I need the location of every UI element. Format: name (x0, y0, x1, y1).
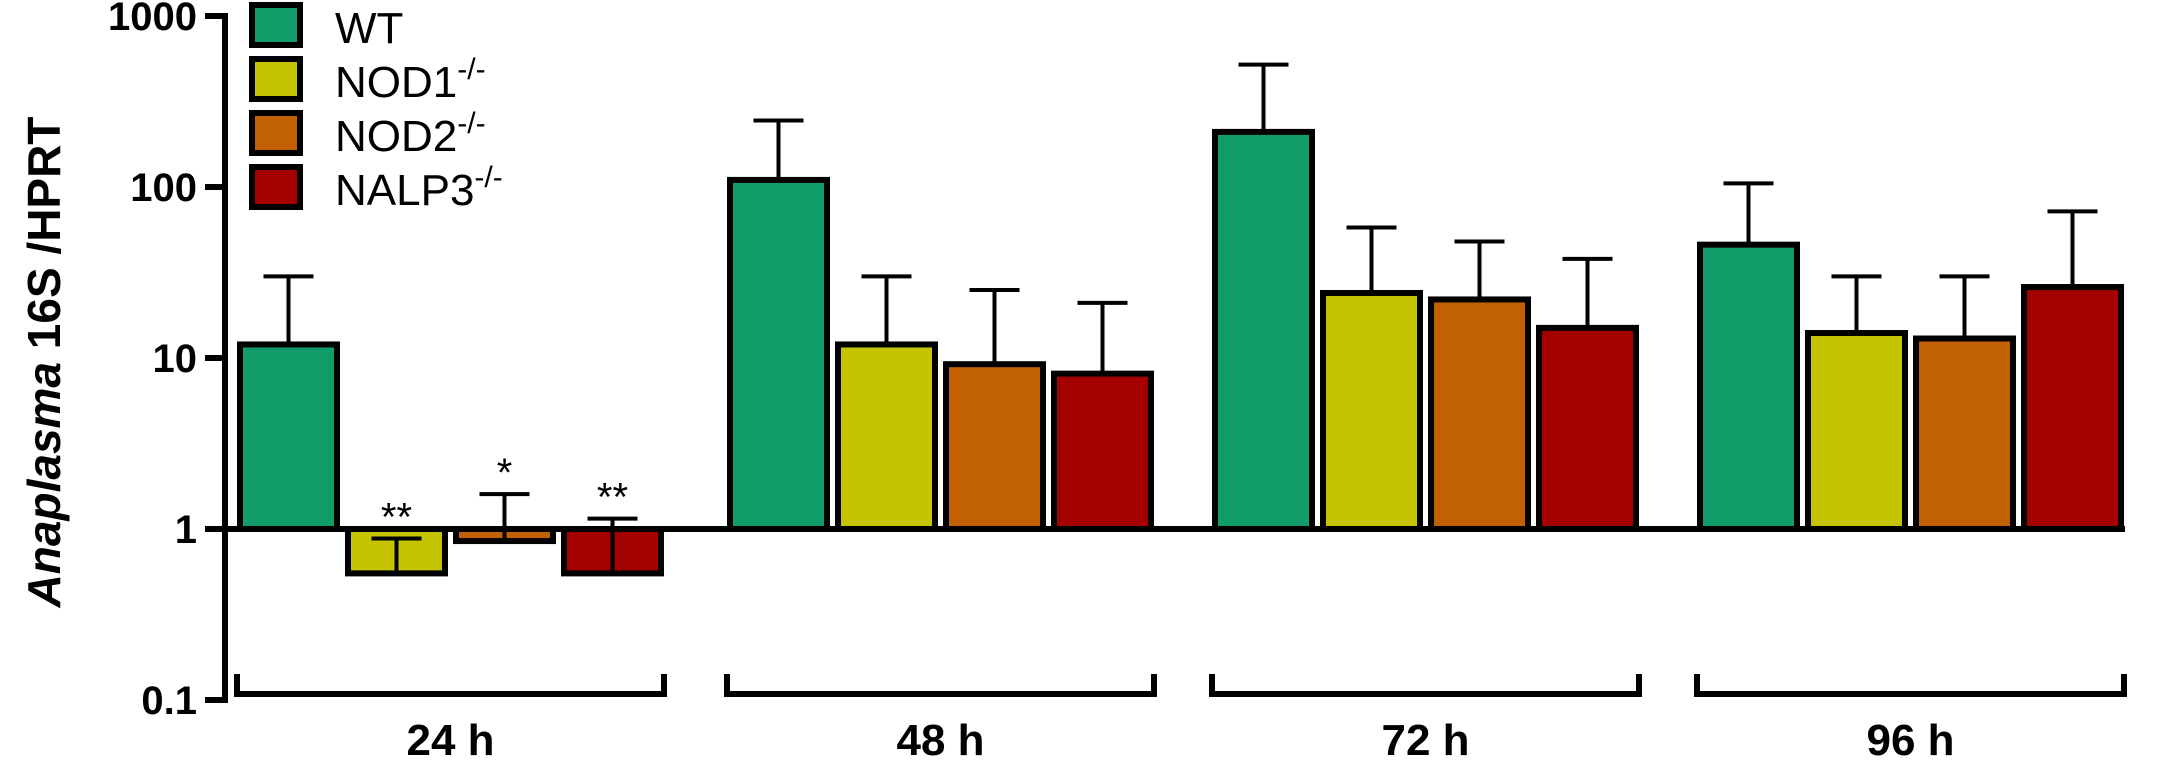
y-axis: 0.1 1 10 100 1000 (108, 0, 228, 723)
x-tick-label: 48 h (896, 716, 984, 765)
legend-label-superscript: -/- (457, 53, 485, 86)
bar (1805, 330, 1908, 533)
bar (2021, 284, 2124, 532)
group-bracket (1694, 674, 2127, 697)
legend-label-superscript: -/- (474, 161, 502, 194)
y-tick-label: 1 (175, 508, 197, 552)
x-tick-label: 96 h (1866, 716, 1954, 765)
y-axis-title-rest: 16S /HPRT (18, 117, 70, 362)
group-brackets: 24 h 48 h 72 h 96 h (234, 674, 2127, 765)
legend-label: NALP3-/- (335, 161, 503, 215)
group-bracket (234, 674, 667, 697)
bar (1428, 296, 1531, 532)
legend-label: NOD2-/- (335, 107, 486, 161)
bar (943, 361, 1046, 533)
bar (835, 341, 938, 533)
x-tick-label: 24 h (406, 716, 494, 765)
bar (1212, 128, 1315, 532)
legend-label: NOD1-/- (335, 53, 486, 107)
legend-label-superscript: -/- (457, 107, 485, 140)
legend-label-name: WT (335, 4, 403, 53)
legend-swatch (249, 56, 303, 102)
y-axis-label: Anaplasma 16S /HPRT (18, 117, 70, 609)
significance-label: * (497, 451, 513, 495)
group-bracket (1209, 674, 1642, 697)
bar (1536, 324, 1639, 532)
x-tick-label: 72 h (1381, 716, 1469, 765)
bar (1320, 289, 1423, 533)
bar (1913, 335, 2016, 532)
legend-swatch (249, 110, 303, 156)
y-tick-label: 0.1 (141, 679, 197, 723)
significance-label: ** (597, 476, 628, 520)
legend-swatch (249, 164, 303, 210)
y-tick-label: 100 (130, 166, 197, 210)
bars: ***** (237, 62, 2124, 577)
y-axis-title: Anaplasma 16S /HPRT (18, 117, 70, 609)
legend-label-name: NALP3 (335, 166, 474, 215)
legend-swatch (249, 2, 303, 48)
y-tick-label: 10 (153, 337, 198, 381)
y-tick-label: 1000 (108, 0, 197, 39)
bar (727, 176, 830, 532)
bar (1697, 241, 1800, 533)
y-axis-title-italic: Anaplasma (18, 362, 70, 608)
legend-label-name: NOD1 (335, 58, 457, 107)
significance-label: ** (381, 495, 412, 539)
legend-label-name: NOD2 (335, 112, 457, 161)
bar (1051, 370, 1154, 532)
bar (237, 341, 340, 533)
group-bracket (724, 674, 1157, 697)
legend-label: WT (335, 4, 403, 53)
